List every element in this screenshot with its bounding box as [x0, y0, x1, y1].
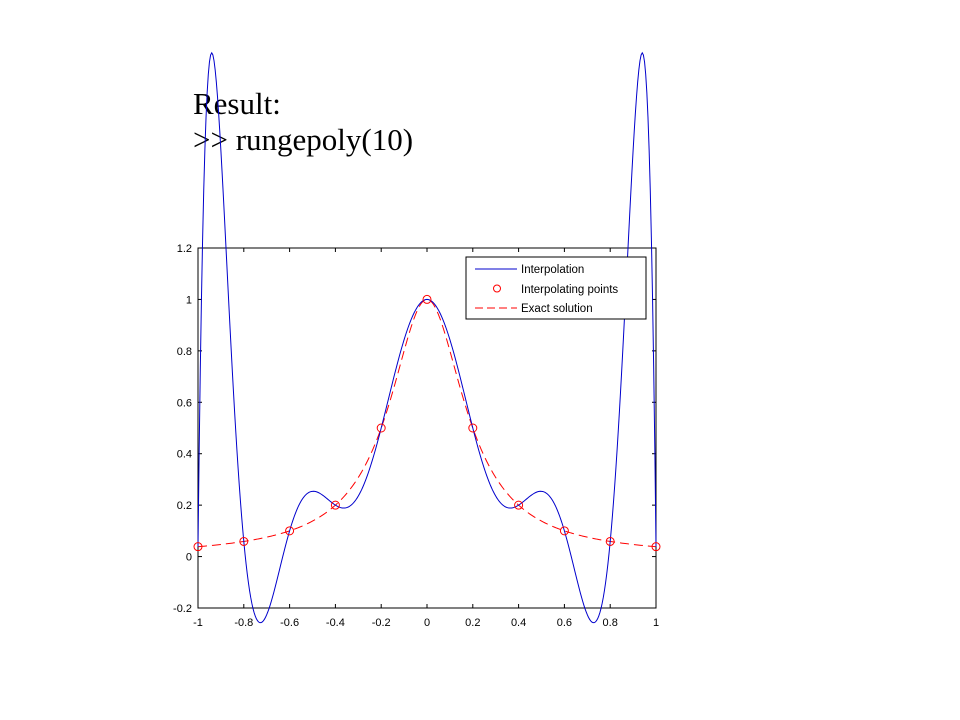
y-tick-label-2: 0.2 [177, 500, 192, 512]
x-tick-labels: -1 -0.8 -0.6 -0.4 -0.2 0 0.2 0.4 0.6 0.8 1 [193, 617, 659, 629]
x-tick-label-3: -0.4 [326, 617, 345, 629]
x-tick-label-7: 0.4 [511, 617, 526, 629]
series-exact-solution-line [197, 298, 657, 548]
legend: Interpolation Interpolating points Exact… [465, 256, 647, 320]
x-tick-label-0: -1 [193, 617, 203, 629]
interpolating-point-10 [651, 542, 661, 552]
interpolating-point-markers [193, 294, 661, 552]
interpolating-point-5 [422, 294, 432, 304]
series-interpolation-line [197, 51, 657, 624]
y-tick-label-1: 0 [186, 552, 192, 564]
plot-lines [197, 51, 657, 624]
y-tick-label-6: 1 [186, 294, 192, 306]
interpolating-point-8 [559, 526, 569, 536]
x-tick-label-4: -0.2 [372, 617, 391, 629]
interpolating-point-4 [376, 423, 386, 433]
interpolating-point-3 [330, 500, 340, 510]
interpolating-point-7 [514, 500, 524, 510]
y-tick-label-7: 1.2 [177, 243, 192, 255]
legend-box [465, 256, 647, 320]
interpolating-point-9 [605, 536, 615, 546]
result-caption: Result: >> rungepoly(10) [193, 86, 413, 158]
x-tick-label-2: -0.6 [280, 617, 299, 629]
x-tick-label-9: 0.8 [603, 617, 618, 629]
x-tick-label-5: 0 [424, 617, 430, 629]
interpolating-point-6 [468, 423, 478, 433]
x-tick-label-8: 0.6 [557, 617, 572, 629]
interpolating-point-1 [239, 536, 249, 546]
legend-label-interpolation: Interpolation [521, 264, 584, 276]
legend-swatch-interpolating-points [493, 284, 501, 293]
interpolating-point-2 [285, 526, 295, 536]
legend-label-exact-solution: Exact solution [521, 303, 593, 315]
x-tick-label-10: 1 [653, 617, 659, 629]
x-tick-label-1: -0.8 [234, 617, 253, 629]
y-tick-labels: -0.2 0 0.2 0.4 0.6 0.8 1 1.2 [173, 243, 192, 615]
interpolating-point-0 [193, 542, 203, 552]
x-tick-label-6: 0.2 [465, 617, 480, 629]
y-tick-label-0: -0.2 [173, 603, 192, 615]
y-tick-label-3: 0.4 [177, 449, 192, 461]
legend-label-interpolating-points: Interpolating points [521, 284, 618, 296]
y-tick-label-5: 0.8 [177, 346, 192, 358]
caption-command: >> rungepoly(10) [193, 122, 414, 157]
y-tick-label-4: 0.6 [177, 397, 192, 409]
